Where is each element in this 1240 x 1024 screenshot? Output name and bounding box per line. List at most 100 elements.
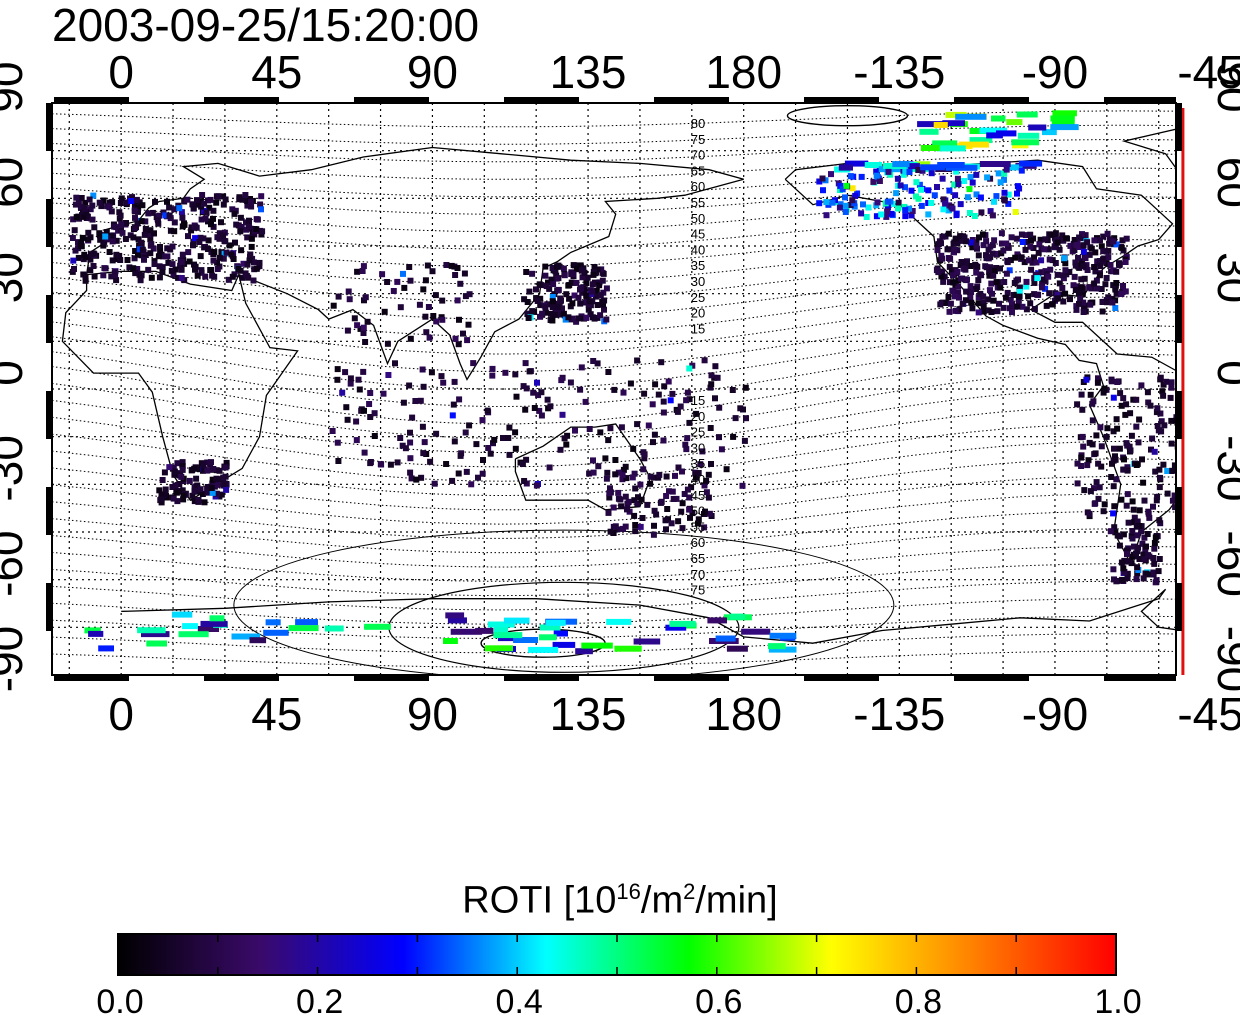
roti-cell	[909, 208, 916, 214]
roti-cell	[1035, 249, 1042, 256]
roti-cell	[87, 206, 94, 213]
roti-cell	[1108, 378, 1115, 385]
roti-cell	[549, 304, 556, 310]
roti-cell	[1073, 306, 1080, 313]
roti-cell	[1122, 259, 1129, 265]
roti-cell	[586, 470, 593, 477]
roti-cell	[884, 198, 891, 205]
roti-cell	[1120, 531, 1127, 538]
roti-cell	[539, 624, 561, 631]
roti-cell	[250, 259, 257, 266]
roti-cell	[155, 253, 162, 260]
contour-line	[52, 124, 1176, 145]
roti-cell	[1098, 286, 1105, 292]
roti-cell	[1030, 245, 1037, 251]
roti-cell	[864, 162, 882, 168]
roti-cell	[607, 485, 613, 492]
roti-cell	[354, 268, 361, 275]
roti-cell	[384, 279, 391, 285]
contour-label: 60	[691, 535, 705, 550]
roti-cell	[160, 253, 167, 260]
roti-cell	[232, 207, 239, 214]
roti-cell	[544, 396, 551, 403]
roti-cell	[129, 194, 135, 201]
colorbar-title: ROTI [1016/m2/min]	[462, 879, 778, 922]
roti-cell	[461, 270, 468, 277]
roti-cell	[1031, 306, 1038, 312]
roti-cell	[210, 466, 217, 472]
roti-cell	[1129, 553, 1136, 560]
lon-tick-top: -45	[1177, 46, 1240, 98]
roti-cell	[650, 439, 656, 446]
roti-cell	[390, 288, 397, 294]
roti-cell	[124, 199, 131, 206]
roti-cell	[1107, 262, 1114, 268]
roti-cell	[957, 201, 964, 208]
roti-cell	[1038, 269, 1045, 276]
roti-cell	[484, 407, 491, 414]
roti-cell	[684, 389, 691, 396]
roti-cell	[172, 266, 179, 273]
roti-cell	[117, 212, 124, 219]
roti-cell	[586, 298, 593, 305]
contour-oval	[786, 105, 909, 127]
roti-cell	[1168, 384, 1175, 391]
roti-cell	[244, 234, 251, 241]
lat-tick-right: 60	[1208, 157, 1240, 208]
roti-cell	[956, 294, 962, 301]
roti-cell	[244, 202, 251, 209]
axis-tick-labels: 0 45 90 135 180 -135 -90 -450 45 90 135 180 -135 -90-…	[0, 46, 1240, 740]
roti-cell	[1151, 448, 1158, 455]
roti-cell	[966, 186, 973, 193]
roti-cell	[210, 257, 217, 264]
roti-cell	[612, 471, 619, 478]
roti-cell	[942, 200, 949, 207]
roti-cell	[172, 482, 179, 489]
roti-cell	[1096, 484, 1103, 491]
roti-cell	[162, 486, 169, 493]
roti-cell	[967, 283, 974, 290]
colorbar-tick-label: 0.8	[894, 983, 943, 1021]
roti-cell	[976, 234, 982, 241]
roti-cell	[1130, 519, 1137, 526]
roti-cell	[919, 167, 926, 174]
roti-cell	[612, 523, 619, 530]
roti-cell	[70, 257, 77, 264]
roti-cell	[953, 212, 960, 219]
roti-cell	[641, 390, 648, 397]
roti-cell	[932, 140, 958, 147]
roti-cell	[1018, 254, 1025, 261]
roti-cell	[1100, 248, 1107, 255]
roti-cell	[536, 407, 543, 414]
roti-cell	[334, 439, 341, 446]
roti-cell	[420, 450, 427, 457]
roti-cell	[1159, 388, 1166, 395]
roti-cell	[962, 260, 969, 267]
roti-cell	[199, 192, 206, 198]
roti-cell	[430, 313, 437, 319]
roti-cell	[993, 279, 1000, 286]
roti-cell	[604, 469, 611, 476]
roti-cell	[1158, 418, 1165, 425]
roti-cell	[997, 179, 1004, 186]
roti-cell	[1092, 268, 1099, 275]
roti-cell	[567, 379, 574, 386]
roti-cell	[1083, 376, 1090, 383]
roti-cell	[190, 204, 197, 211]
roti-cell	[422, 277, 429, 284]
roti-cell	[594, 360, 601, 367]
roti-cell	[542, 304, 549, 311]
roti-cell	[526, 368, 533, 375]
roti-cell	[117, 257, 124, 263]
roti-cell	[1133, 523, 1140, 530]
roti-cell	[209, 489, 216, 496]
roti-cell	[975, 294, 982, 301]
roti-cell	[124, 257, 131, 263]
roti-cell	[1155, 568, 1162, 575]
roti-cell	[454, 265, 461, 271]
roti-cell	[624, 506, 630, 513]
roti-cell	[1158, 428, 1165, 435]
roti-cell	[601, 297, 608, 304]
lat-tick-right: -90	[1208, 626, 1240, 692]
roti-cell	[229, 206, 236, 213]
